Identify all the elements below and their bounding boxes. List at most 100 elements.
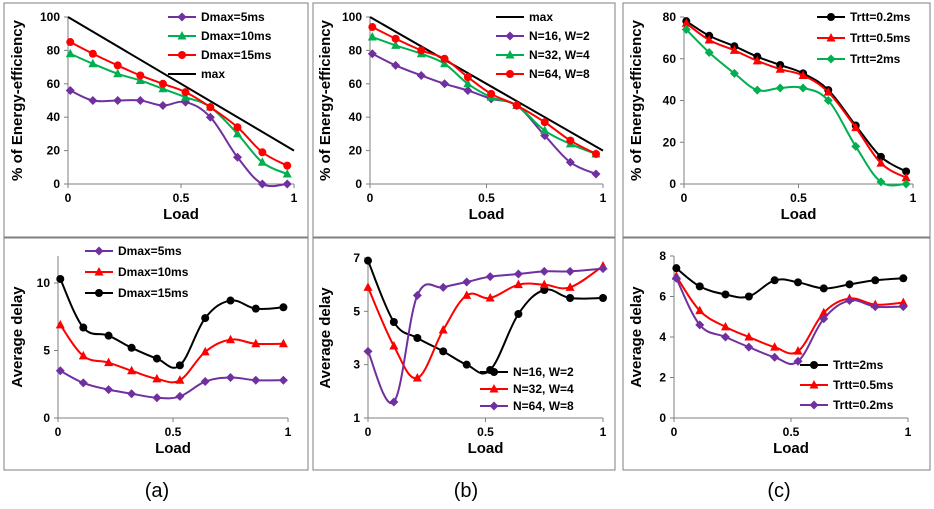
x-tick-label: 1 — [600, 191, 607, 205]
data-point — [257, 179, 267, 189]
data-point — [901, 172, 911, 182]
series-line — [685, 28, 907, 187]
data-point — [540, 125, 550, 135]
legend-label: N=64, W=8 — [529, 67, 590, 81]
data-point — [720, 321, 730, 331]
data-point — [389, 318, 398, 326]
data-point — [391, 60, 401, 70]
legend-label: Dmax=5ms — [201, 10, 265, 24]
data-point — [158, 79, 167, 88]
data-point — [175, 375, 185, 384]
data-point — [462, 360, 471, 369]
data-point — [278, 375, 288, 385]
data-point — [439, 347, 448, 356]
data-point — [794, 278, 803, 287]
data-point — [440, 79, 450, 89]
data-point — [770, 352, 780, 362]
data-point — [78, 350, 88, 360]
legend-entry: N=32, W=4 — [480, 382, 574, 396]
y-tick-label: 6 — [659, 290, 666, 304]
data-point — [65, 85, 75, 95]
legend-label: Dmax=10ms — [118, 265, 189, 279]
y-axis-title: % of Energy-efficiency — [317, 19, 334, 181]
series-line — [371, 52, 597, 175]
legend-label: Trtt=2ms — [850, 52, 901, 66]
data-point — [127, 365, 137, 375]
data-point — [514, 310, 523, 318]
data-point — [257, 157, 267, 166]
y-axis-title: Average delay — [628, 286, 645, 388]
y-tick-label: 20 — [349, 144, 363, 158]
legend-label: Dmax=15ms — [201, 48, 272, 62]
x-tick-label: 1 — [285, 425, 292, 439]
legend-label: Trtt=0.2ms — [850, 10, 911, 24]
y-tick-label: 60 — [349, 77, 363, 91]
data-point — [819, 307, 829, 317]
legend-entry: Dmax=10ms — [85, 265, 189, 279]
series-Dmax=10ms — [55, 319, 288, 384]
data-point — [65, 48, 75, 58]
data-point — [136, 71, 145, 80]
x-axis-title: Load — [163, 206, 199, 223]
panel-frame — [3, 237, 309, 471]
data-point — [775, 64, 785, 73]
legend-entry: max — [496, 10, 553, 24]
data-point — [752, 85, 762, 95]
x-tick-label: 1 — [910, 191, 917, 205]
legend-entry: N=16, W=2 — [496, 29, 590, 43]
y-axis-title: % of Energy-efficiency — [628, 19, 645, 181]
data-point — [565, 157, 575, 167]
data-point — [485, 293, 495, 302]
y-tick-label: 40 — [663, 94, 677, 108]
y-tick-label: 2 — [659, 371, 666, 385]
series-N=64, W=8 — [368, 23, 601, 158]
x-tick-label: 0.5 — [173, 191, 190, 205]
series-line — [59, 278, 284, 369]
data-point — [539, 266, 549, 276]
data-point — [819, 314, 829, 324]
data-point — [251, 304, 260, 313]
data-point — [876, 158, 886, 167]
data-point — [158, 101, 168, 111]
data-point — [283, 161, 292, 170]
y-tick-label: 10 — [37, 276, 51, 290]
data-point — [704, 47, 714, 57]
data-point — [672, 264, 681, 273]
panel-label: (b) — [454, 480, 478, 502]
panel-frame — [622, 2, 931, 238]
legend-entry: Trtt=0.5ms — [800, 378, 894, 392]
x-tick-label: 0 — [671, 425, 678, 439]
legend-swatch-marker — [826, 54, 836, 64]
data-point — [416, 70, 426, 80]
data-point — [88, 58, 98, 68]
data-point — [367, 49, 377, 59]
data-point — [66, 38, 75, 47]
series-line — [69, 52, 288, 175]
data-point — [181, 92, 191, 101]
chart-panel-c-bottom: 0 0.5 1 0 2 4 6 8 Load Average delay Trtt=2ms Trtt=… — [622, 237, 931, 471]
y-tick-label: 40 — [349, 110, 363, 124]
x-tick-label: 0 — [681, 191, 688, 205]
data-point — [389, 341, 399, 350]
series-line — [371, 26, 597, 155]
data-point — [278, 338, 288, 348]
series-line — [685, 20, 907, 173]
data-point — [200, 377, 210, 387]
legend-swatch-marker — [809, 380, 819, 389]
data-point — [898, 297, 908, 307]
data-point — [704, 34, 714, 44]
x-axis-title: Load — [468, 440, 504, 457]
data-point — [462, 277, 472, 287]
series-Trtt=0.2ms — [671, 273, 908, 366]
data-point — [368, 23, 377, 32]
y-tick-label: 40 — [47, 110, 61, 124]
data-point — [88, 96, 98, 105]
legend-swatch-marker — [810, 361, 818, 369]
legend-entry: N=64, W=8 — [480, 399, 574, 413]
y-tick-label: 0 — [43, 411, 50, 425]
panel-label: (c) — [767, 480, 790, 502]
series-line — [371, 36, 597, 155]
data-point — [695, 320, 705, 330]
legend-swatch-marker — [490, 368, 498, 376]
